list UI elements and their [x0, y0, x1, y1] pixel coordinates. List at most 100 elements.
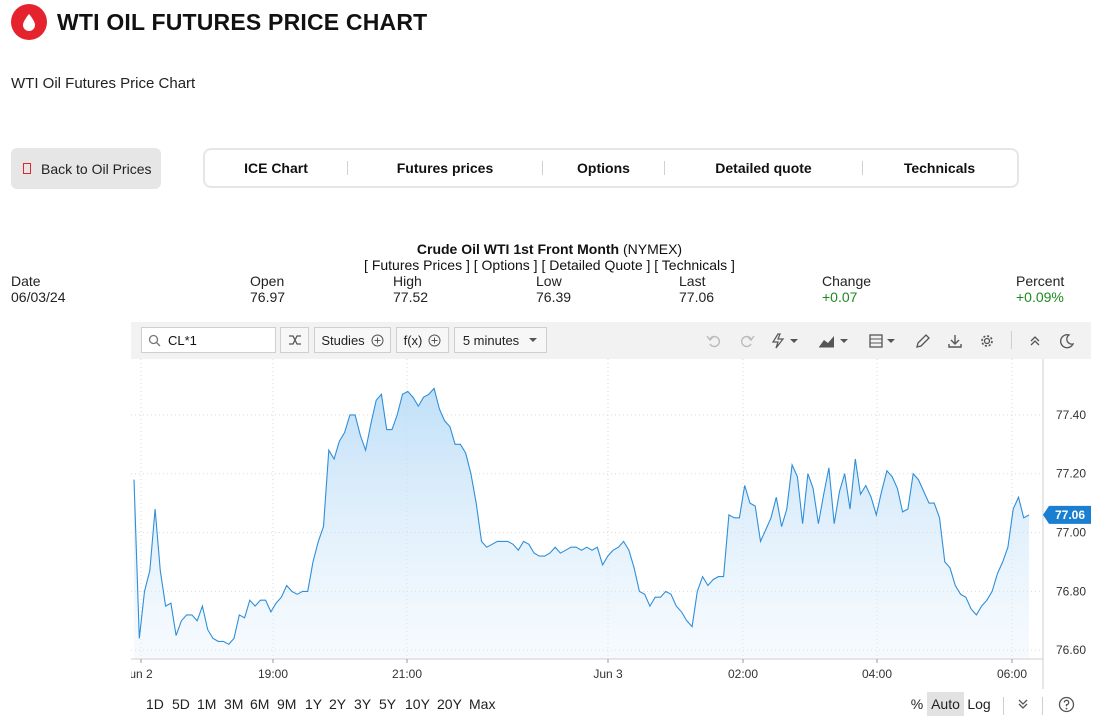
tab-divider	[664, 161, 665, 175]
range-1m[interactable]: 1M	[197, 696, 217, 712]
help-icon[interactable]	[1056, 692, 1076, 716]
chart-toolbar: CL*1 Studies f(x) 5 minutes	[131, 322, 1091, 359]
toolbar-divider	[1011, 331, 1012, 349]
x-tick-label: 04:00	[862, 667, 892, 681]
search-icon	[148, 334, 161, 346]
stat-value: +0.07	[822, 289, 858, 305]
events-lightning-icon[interactable]	[769, 331, 801, 351]
tab-divider	[542, 161, 543, 175]
interval-select[interactable]: 5 minutes	[454, 327, 547, 353]
expand-down-icon[interactable]	[1013, 692, 1033, 716]
page-title: WTI OIL FUTURES PRICE CHART	[57, 8, 428, 35]
y-tick-label: 76.60	[1056, 643, 1086, 657]
studies-label: Studies	[321, 332, 365, 348]
quote-tabs: ICE Chart Futures prices Options Detaile…	[203, 148, 1019, 188]
instrument-header: Crude Oil WTI 1st Front Month (NYMEX)	[0, 241, 1099, 257]
stat-last: Last 77.06	[679, 273, 714, 305]
range-3y[interactable]: 3Y	[354, 696, 372, 712]
y-tick-label: 77.20	[1056, 467, 1086, 481]
range-20y[interactable]: 20Y	[437, 696, 462, 712]
stat-value: +0.09%	[1016, 289, 1064, 305]
back-icon	[23, 163, 31, 174]
bottom-divider	[1003, 697, 1004, 715]
functions-button[interactable]: f(x)	[396, 327, 449, 353]
redo-icon[interactable]	[737, 331, 757, 351]
range-9m[interactable]: 9M	[277, 696, 297, 712]
x-tick-label: 06:00	[997, 667, 1027, 681]
stat-value: 77.06	[679, 289, 715, 305]
range-5y[interactable]: 5Y	[379, 696, 397, 712]
stat-value: 06/03/24	[11, 289, 66, 305]
add-circle-icon	[371, 334, 384, 346]
scale-percent[interactable]: %	[910, 696, 924, 712]
functions-label: f(x)	[403, 332, 423, 348]
dark-mode-moon-icon[interactable]	[1057, 331, 1077, 351]
symbol-value: CL*1	[168, 332, 197, 348]
interval-value: 5 minutes	[462, 332, 520, 348]
tab-options[interactable]: Options	[577, 160, 630, 176]
oil-drop-icon	[11, 4, 47, 40]
price-chart[interactable]: 76.60 76.80 77.00 77.20 77.40 un 2 19:00 21:00 J…	[129, 359, 1091, 689]
instrument-links[interactable]: [ Futures Prices ] [ Options ] [ Detaile…	[364, 257, 735, 273]
range-3m[interactable]: 3M	[224, 696, 244, 712]
x-tick-label: 19:00	[258, 667, 288, 681]
add-circle-icon	[428, 334, 441, 346]
range-1d[interactable]: 1D	[146, 696, 164, 712]
range-6m[interactable]: 6M	[250, 696, 270, 712]
draw-pencil-icon[interactable]	[913, 331, 933, 351]
range-max[interactable]: Max	[469, 696, 496, 712]
instrument-exchange: (NYMEX)	[622, 241, 683, 257]
y-tick-label: 77.00	[1056, 526, 1086, 540]
bottom-divider	[1042, 697, 1043, 715]
price-line	[133, 387, 1030, 645]
stat-change: Change +0.07	[822, 273, 871, 305]
scale-log[interactable]: Log	[967, 696, 991, 712]
x-tick-label: Jun 3	[593, 667, 623, 681]
stat-label: High	[393, 273, 422, 289]
stat-low: Low 76.39	[536, 273, 571, 305]
stat-label: Date	[11, 273, 41, 289]
stat-label: Percent	[1016, 273, 1065, 289]
compare-button[interactable]	[280, 327, 309, 353]
stat-high: High 77.52	[393, 273, 428, 305]
tab-divider	[347, 161, 348, 175]
range-1y[interactable]: 1Y	[305, 696, 323, 712]
chevron-down-icon	[529, 338, 538, 342]
stat-label: Low	[536, 273, 562, 289]
back-button-label: Back to Oil Prices	[41, 160, 152, 177]
last-price-label: 77.06	[1055, 508, 1085, 522]
y-tick-label: 76.80	[1056, 584, 1086, 598]
stat-value: 76.39	[536, 289, 572, 305]
layout-icon[interactable]	[867, 331, 899, 351]
collapse-up-icon[interactable]	[1025, 331, 1045, 351]
gear-icon[interactable]	[977, 331, 997, 351]
range-2y[interactable]: 2Y	[329, 696, 347, 712]
stat-value: 77.52	[393, 289, 429, 305]
price-chart-svg[interactable]: 76.60 76.80 77.00 77.20 77.40 un 2 19:00 21:00 J…	[129, 359, 1091, 689]
range-10y[interactable]: 10Y	[405, 696, 430, 712]
studies-button[interactable]: Studies	[314, 327, 391, 353]
undo-icon[interactable]	[704, 331, 724, 351]
range-bar: 1D 5D 1M 3M 6M 9M 1Y 2Y 3Y 5Y 10Y 20Y Ma…	[131, 689, 1091, 719]
stat-date: Date 06/03/24	[11, 273, 66, 305]
x-tick-label: un 2	[131, 667, 153, 681]
x-tick-label: 02:00	[728, 667, 758, 681]
download-icon[interactable]	[945, 331, 965, 351]
symbol-search-input[interactable]: CL*1	[141, 327, 276, 353]
instrument-name: Crude Oil WTI 1st Front Month	[416, 241, 620, 257]
back-to-oil-prices-button[interactable]: Back to Oil Prices	[11, 148, 161, 189]
stat-label: Last	[679, 273, 706, 289]
range-5d[interactable]: 5D	[172, 696, 190, 712]
tab-detailed-quote[interactable]: Detailed quote	[715, 160, 812, 176]
page-header: WTI OIL FUTURES PRICE CHART	[11, 4, 427, 40]
scale-auto[interactable]: Auto	[927, 692, 964, 716]
shuffle-icon	[288, 335, 301, 345]
y-tick-label: 77.40	[1056, 408, 1086, 422]
tab-ice-chart[interactable]: ICE Chart	[244, 160, 308, 176]
chart-type-icon[interactable]	[817, 331, 851, 351]
last-price-tag	[1043, 505, 1091, 524]
page-subtitle: WTI Oil Futures Price Chart	[11, 75, 196, 92]
tab-technicals[interactable]: Technicals	[903, 160, 976, 176]
tab-futures-prices[interactable]: Futures prices	[396, 160, 494, 176]
stat-label: Change	[822, 273, 872, 289]
